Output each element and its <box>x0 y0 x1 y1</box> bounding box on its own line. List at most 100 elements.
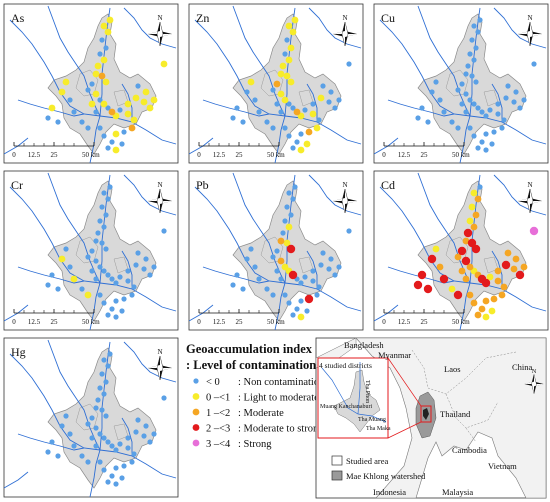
sample-site-point <box>45 115 51 121</box>
sample-site-point <box>99 407 105 413</box>
sample-site-point <box>93 258 99 264</box>
sample-site-point <box>234 272 240 278</box>
sample-site-point <box>463 109 469 115</box>
sample-site-point <box>89 81 95 87</box>
sample-site-point <box>425 119 431 125</box>
district-label: Muang Kanchanaburi <box>320 404 372 410</box>
sample-site-point <box>95 230 101 236</box>
north-arrow-icon: N <box>147 181 173 214</box>
sample-site-point <box>289 28 297 36</box>
sample-site-point <box>67 97 73 103</box>
sample-site-point <box>101 435 107 441</box>
north-arrow-icon: N <box>147 348 173 381</box>
sample-site-point <box>97 292 103 298</box>
sample-site-point <box>103 45 109 51</box>
sample-site-point <box>273 80 281 88</box>
sample-site-point <box>277 70 285 78</box>
sample-site-point <box>277 90 285 98</box>
sample-site-point <box>133 429 139 435</box>
sample-site-point <box>515 270 525 280</box>
sample-site-point <box>124 100 132 108</box>
sample-site-point <box>93 238 99 244</box>
sample-site-point <box>101 357 107 363</box>
sample-site-point <box>244 89 250 95</box>
sample-site-point <box>282 125 288 131</box>
sample-site-point <box>448 285 456 293</box>
sample-site-point <box>283 72 291 80</box>
sample-site-point <box>500 283 508 291</box>
sample-site-point <box>93 109 99 115</box>
sample-site-point <box>94 62 102 70</box>
sample-site-point <box>97 459 103 465</box>
scale-bar: 0 12.5 25 50 km <box>382 308 470 326</box>
sample-site-point <box>99 371 105 377</box>
sample-site-point <box>93 443 99 449</box>
sample-site-point <box>478 305 486 313</box>
sample-site-point <box>482 313 490 321</box>
panel-element-label: As <box>11 11 25 25</box>
sample-site-point <box>119 141 125 147</box>
legend-range: 0 –<1 <box>206 393 230 404</box>
country-label: Cambodia <box>452 445 487 455</box>
sample-site-point <box>55 119 61 125</box>
sample-site-point <box>290 145 296 151</box>
sample-site-point <box>282 218 288 224</box>
sample-site-point <box>498 291 506 299</box>
sample-site-point <box>63 246 69 252</box>
sample-site-point <box>161 395 167 401</box>
sample-sites <box>230 16 352 154</box>
sample-site-point <box>59 423 65 429</box>
sample-site-point <box>292 184 298 190</box>
sample-site-point <box>328 256 334 262</box>
sample-site-point <box>85 125 91 131</box>
scale-tick-label: 12.5 <box>213 151 226 159</box>
sample-site-point <box>298 131 304 137</box>
sample-site-point <box>305 128 313 136</box>
svg-text:N: N <box>532 368 537 375</box>
sample-site-point <box>332 105 338 111</box>
sample-site-point <box>326 266 332 272</box>
sample-sites <box>45 351 167 487</box>
scale-tick-label: 25 <box>236 318 244 326</box>
legend-label: : Strong <box>238 439 272 450</box>
sample-site-point <box>274 101 280 107</box>
sample-site-point <box>453 290 463 300</box>
sample-site-point <box>105 363 111 369</box>
scale-tick-label: 50 km <box>452 318 470 326</box>
sample-site-point <box>141 433 147 439</box>
sample-site-point <box>85 421 91 427</box>
sample-site-point <box>466 217 474 225</box>
sample-site-point <box>466 291 474 299</box>
sample-site-point <box>286 133 292 139</box>
sample-site-point <box>297 146 305 154</box>
sample-site-point <box>505 83 511 89</box>
sample-site-point <box>512 255 520 263</box>
sample-site-point <box>113 314 119 320</box>
land-mass <box>355 337 547 499</box>
sample-site-point <box>100 100 108 108</box>
sample-site-point <box>436 263 444 271</box>
sample-site-point <box>415 115 421 121</box>
legend-title: Geoaccumulation index <box>186 342 313 356</box>
country-label: Laos <box>444 364 461 374</box>
sample-site-point <box>316 284 322 290</box>
legend-subtitle: : Level of contamination <box>186 358 316 372</box>
sample-site-point <box>465 63 471 69</box>
country-border <box>411 349 517 443</box>
sample-site-point <box>470 223 478 231</box>
sample-site-point <box>146 104 154 112</box>
sample-site-point <box>88 100 96 108</box>
sample-site-point <box>89 248 95 254</box>
panel-element-label: Zn <box>196 11 209 25</box>
sample-site-point <box>290 105 296 111</box>
sample-site-point <box>125 278 131 284</box>
sample-site-point <box>131 284 137 290</box>
sample-site-point <box>473 45 479 51</box>
sample-site-point <box>458 267 466 275</box>
sample-site-point <box>314 292 320 298</box>
north-label: N <box>527 14 532 22</box>
sample-site-point <box>517 105 523 111</box>
sample-site-point <box>101 224 107 230</box>
map-panel-hg: Hg N <box>3 337 179 498</box>
